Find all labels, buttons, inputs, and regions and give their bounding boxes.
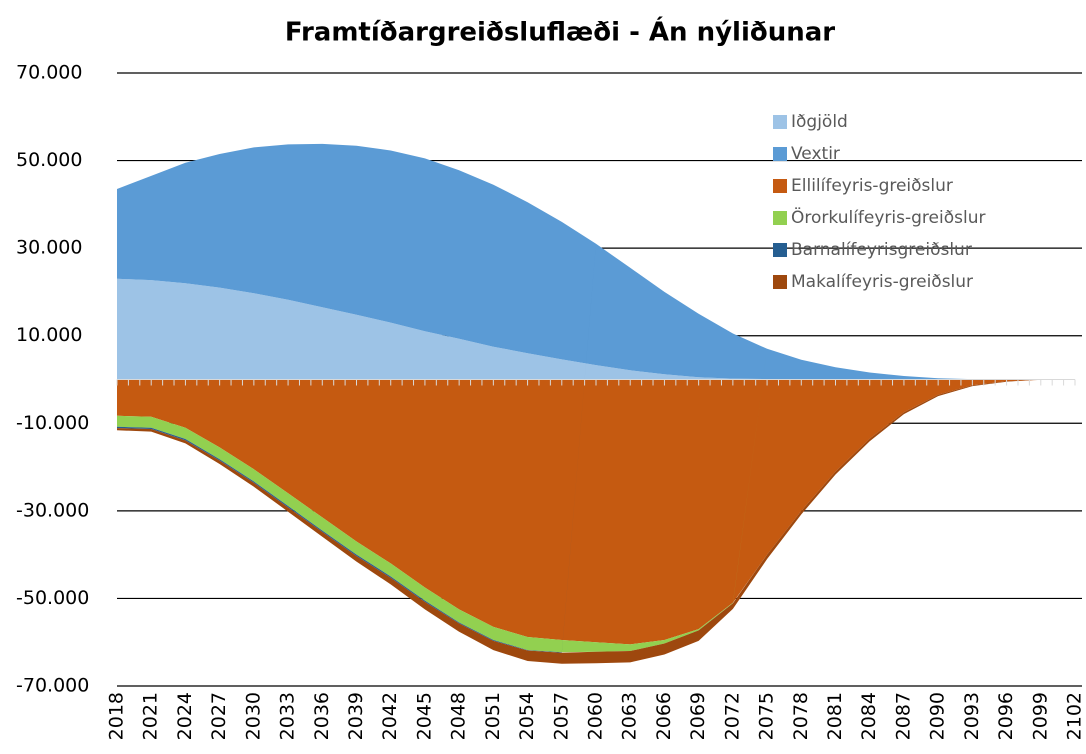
x-tick-label: 2033 — [277, 692, 299, 740]
x-tick-label: 2057 — [550, 692, 572, 740]
x-tick-label: 2039 — [345, 692, 367, 740]
y-tick-label: 70.000 — [16, 62, 82, 84]
y-tick-label: -30.000 — [16, 499, 89, 521]
x-tick-label: 2036 — [311, 692, 333, 740]
legend-label: Örorkulífeyris-greiðslur — [791, 206, 985, 228]
x-tick-label: 2063 — [619, 692, 641, 740]
x-tick-label: 2078 — [790, 692, 812, 740]
x-tick-label: 2102 — [1064, 692, 1086, 740]
area — [117, 278, 1075, 380]
area — [117, 143, 1075, 380]
legend-label: Ellilífeyris-greiðslur — [791, 176, 953, 196]
legend-swatch — [773, 275, 787, 289]
y-tick-label: -70.000 — [16, 675, 89, 697]
y-tick-label: 10.000 — [16, 324, 82, 346]
x-tick-label: 2042 — [379, 692, 401, 740]
x-tick-label: 2021 — [140, 692, 162, 740]
x-tick-label: 2087 — [892, 692, 914, 740]
legend-label: Vextir — [791, 144, 840, 164]
x-tick-label: 2081 — [824, 692, 846, 740]
x-tick-label: 2069 — [687, 692, 709, 740]
y-tick-label: 50.000 — [16, 149, 82, 171]
x-tick-label: 2051 — [482, 692, 504, 740]
x-tick-label: 2054 — [516, 692, 538, 740]
x-tick-label: 2018 — [106, 692, 128, 740]
x-tick-label: 2045 — [413, 692, 435, 740]
legend-swatch — [773, 147, 787, 161]
legend-swatch — [773, 211, 787, 225]
x-tick-label: 2024 — [174, 692, 196, 740]
area — [117, 379, 1075, 645]
x-tick-label: 2072 — [721, 692, 743, 740]
legend-label: Iðgjöld — [791, 112, 848, 132]
legend-swatch — [773, 179, 787, 193]
x-tick-label: 2066 — [653, 692, 675, 740]
legend-label: Makalífeyris-greiðslur — [791, 272, 973, 292]
x-tick-label: 2090 — [927, 692, 949, 740]
x-tick-label: 2048 — [448, 692, 470, 740]
x-tick-label: 2096 — [995, 692, 1017, 740]
x-tick-label: 2084 — [858, 692, 880, 740]
chart-title: Framtíðargreiðsluflæði - Án nýliðunar — [285, 16, 835, 48]
legend-swatch — [773, 243, 787, 257]
x-tick-label: 2030 — [242, 692, 264, 740]
legend-swatch — [773, 115, 787, 129]
x-tick-label: 2075 — [756, 692, 778, 740]
legend-label: Barnalífeyrisgreiðslur — [791, 240, 972, 260]
x-tick-label: 2093 — [961, 692, 983, 740]
y-tick-label: 30.000 — [16, 237, 82, 259]
y-tick-label: -10.000 — [16, 412, 89, 434]
x-tick-label: 2099 — [1029, 692, 1051, 740]
y-tick-label: -50.000 — [16, 587, 89, 609]
x-tick-label: 2027 — [208, 692, 230, 740]
x-tick-label: 2060 — [585, 692, 607, 740]
